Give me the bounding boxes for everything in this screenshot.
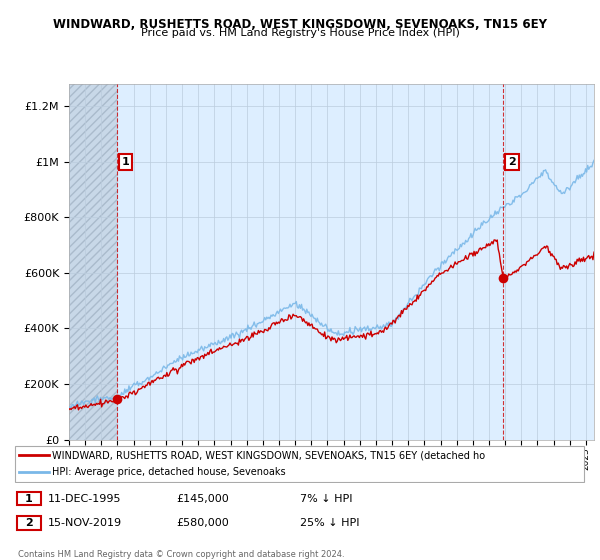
Text: 15-NOV-2019: 15-NOV-2019 [48,518,122,528]
Bar [69,84,116,440]
Text: 25% ↓ HPI: 25% ↓ HPI [300,518,359,528]
Text: WINDWARD, RUSHETTS ROAD, WEST KINGSDOWN, SEVENOAKS, TN15 6EY: WINDWARD, RUSHETTS ROAD, WEST KINGSDOWN,… [53,18,547,31]
Text: 2: 2 [25,518,32,528]
Text: 1: 1 [25,494,32,504]
Text: HPI: Average price, detached house, Sevenoaks: HPI: Average price, detached house, Seve… [52,467,286,477]
Text: 1: 1 [121,157,129,167]
Text: £145,000: £145,000 [176,494,229,504]
Text: 7% ↓ HPI: 7% ↓ HPI [300,494,353,504]
Text: £580,000: £580,000 [176,518,229,528]
Text: 2: 2 [508,157,516,167]
Text: Price paid vs. HM Land Registry's House Price Index (HPI): Price paid vs. HM Land Registry's House … [140,28,460,38]
FancyBboxPatch shape [15,446,584,482]
FancyBboxPatch shape [17,516,41,530]
Text: Contains HM Land Registry data © Crown copyright and database right 2024.
This d: Contains HM Land Registry data © Crown c… [18,550,344,560]
Text: 11-DEC-1995: 11-DEC-1995 [48,494,122,504]
Text: WINDWARD, RUSHETTS ROAD, WEST KINGSDOWN, SEVENOAKS, TN15 6EY (detached ho: WINDWARD, RUSHETTS ROAD, WEST KINGSDOWN,… [52,450,485,460]
FancyBboxPatch shape [17,492,41,506]
